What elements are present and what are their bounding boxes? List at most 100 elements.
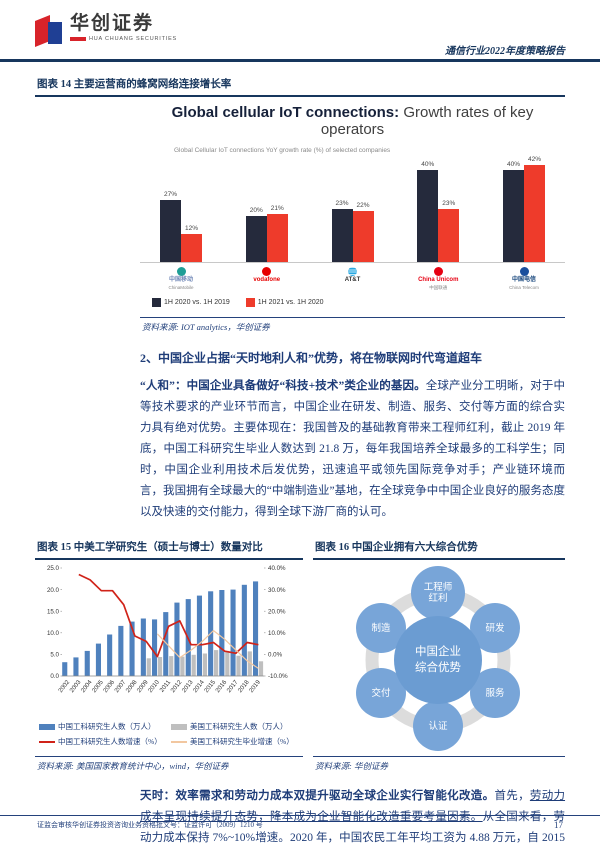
operator-logo: China Unicom 中国联通 [403,267,473,290]
footer-divider [0,815,600,816]
legend-swatch [39,740,55,743]
page-header: 华创证券 HUA CHUANG SECURITIES 通信行业2022年度策略报… [0,0,600,62]
iot-bar-value-label: 40% [506,161,520,168]
iot-bar [331,209,353,262]
operator-logo: 中国电信 China Telecom [489,267,559,290]
china-mobile-logo-icon [176,267,186,276]
paragraph-tianshi: 天时：效率需求和劳动力成本双提升驱动全球企业实行智能化改造。首先，劳动力成本呈现… [140,790,566,844]
iot-bar-group: 20% 21% [232,156,302,262]
advantage-node-engineer-dividend: 工程师红利 [411,566,465,620]
section-2-paragraph: “人和”：中国企业具备做好“科技+技术”类企业的基因。全球产业分工明晰，对于中等… [140,380,566,518]
hua-chuang-logo: 华创证券 HUA CHUANG SECURITIES [34,13,177,49]
section-2: 2、中国企业占据“天时地利人和”优势，将在物联网时代弯道超车 “人和”：中国企业… [140,349,565,523]
svg-text:20.0%: 20.0% [268,608,286,615]
iot-bar [524,165,545,262]
logo-en-text: HUA CHUANG SECURITIES [89,36,178,42]
grad-chart-svg: 0.0 5.0 10.0 15.0 20.0 25.0 -10.0% 0.0% 10.0% 20.… [47,565,288,694]
legend-swatch [171,740,187,743]
logo-cn-text: 华创证券 [70,13,155,34]
figure-15: 图表 15 中美工学研究生（硕士与博士）数量对比 0.0 5.0 10.0 15.0 2… [35,537,303,772]
iot-bar [245,216,267,262]
operator-sublabel: China Telecom [509,285,539,290]
figure-16-title: 图表 16 中国企业拥有六大综合优势 [313,537,565,560]
iot-bar-value-label: 40% [421,161,435,168]
svg-text:10.0%: 10.0% [268,630,286,637]
svg-text:20.0: 20.0 [47,587,60,594]
iot-plot-area: 27% 12% 20% 21% 23% 22% 40% 23% 40% 42% [140,156,565,263]
section-2-heading: 2、中国企业占据“天时地利人和”优势，将在物联网时代弯道超车 [140,351,483,365]
iot-chart-subtitle: Global Cellular IoT connections YoY grow… [174,147,391,154]
operator-sublabel: 中国联通 [429,285,448,290]
iot-bar-value-label: 42% [527,156,541,164]
iot-bar [266,213,288,262]
iot-bar-value-label: 21% [270,204,284,212]
legend-swatch [171,723,187,730]
iot-bar-value-label: 23% [335,200,349,208]
legend-swatch [152,298,161,307]
figure-14-source: 资料来源: IOT analytics，华创证券 [142,322,270,332]
legend-item: 1H 2020 vs. 1H 2019 [152,298,230,307]
grad-students-chart: 0.0 5.0 10.0 15.0 20.0 25.0 -10.0% 0.0% 10.0% 20.… [35,560,303,719]
operator-label: vodafone [253,277,281,283]
operator-label: 中国电信 [511,277,536,283]
iot-bar-group: 27% 12% [146,156,216,262]
svg-text:-10.0%: -10.0% [268,673,288,680]
iot-bar [503,170,524,262]
iot-bar [181,234,202,262]
iot-logos-row: 中国移动 ChinaMobile vodafone AT&T China Unicom 中… [140,267,565,290]
china-unicom-logo-icon [433,267,443,276]
figure-16-source: 资料来源: 华创证券 [315,761,388,771]
operator-label: AT&T [344,277,361,283]
iot-bar [417,170,439,262]
iot-bar-group: 23% 22% [318,156,388,262]
figure-16-source-rule [313,756,565,757]
svg-text:0.0: 0.0 [50,673,59,680]
svg-text:0.0%: 0.0% [268,652,283,659]
iot-bar-value-label: 27% [163,190,177,198]
iot-bar-group: 40% 42% [489,156,559,262]
iot-bar [438,209,460,262]
iot-growth-chart: Global cellular IoT connections: Growth … [140,104,565,307]
legend-item: 美国工科研究生毕业增速（%） [171,736,303,747]
iot-bar [160,199,181,262]
legend-swatch [39,723,55,730]
operator-logo: vodafone [232,267,302,290]
svg-text:2010: 2010 [147,678,161,694]
header-divider [0,59,600,62]
figure-16: 图表 16 中国企业拥有六大综合优势 工程师红利 研发 服务 认证 交付 制造 … [313,537,565,772]
figure-15-title: 图表 15 中美工学研究生（硕士与博士）数量对比 [35,537,303,560]
svg-text:2019: 2019 [248,678,262,694]
svg-text:25.0: 25.0 [47,565,60,572]
advantage-center-node: 中国企业综合优势 [394,616,482,704]
figure-15-source: 资料来源: 美国国家教育统计中心，wind，华创证券 [37,761,229,771]
iot-legend: 1H 2020 vs. 1H 2019 1H 2021 vs. 1H 2020 [152,298,565,307]
legend-item: 美国工科研究生人数（万人） [171,721,303,732]
iot-bar-value-label: 22% [356,202,370,210]
operator-label: 中国移动 [168,277,193,283]
att-logo-icon [348,267,357,276]
iot-bar-value-label: 23% [442,200,456,208]
operator-logo: 中国移动 ChinaMobile [146,267,216,290]
figure-14-source-rule [140,317,565,318]
legend-swatch [245,298,255,307]
china-telecom-logo-icon [519,267,529,276]
svg-text:10.0: 10.0 [47,630,60,637]
advantage-node-certification: 认证 [413,701,463,751]
page-number: 17 [554,820,563,830]
legend-item: 1H 2021 vs. 1H 2020 [245,298,324,307]
figure-14: 图表 14 主要运营商的蜂窝网络连接增长率 Global cellular Io… [35,74,565,333]
operator-label: China Unicom [418,277,459,283]
legend-item: 中国工科研究生人数增速（%） [39,736,171,747]
svg-text:40.0%: 40.0% [268,565,286,572]
svg-text:30.0%: 30.0% [268,587,286,594]
iot-bar-group: 40% 23% [403,156,473,262]
legend-item: 中国工科研究生人数（万人） [39,721,171,732]
advantages-diagram: 工程师红利 研发 服务 认证 交付 制造 中国企业综合优势 [313,564,563,756]
iot-chart-title: Global cellular IoT connections: Growth … [171,104,534,138]
vodafone-logo-icon [262,267,272,276]
figures-row: 图表 15 中美工学研究生（硕士与博士）数量对比 0.0 5.0 10.0 15.0 2… [35,537,565,772]
svg-text:5.0: 5.0 [50,652,59,659]
iot-bar-value-label: 12% [184,225,198,233]
footer-disclaimer: 证监会审核华创证券投资咨询业务资格批文号：证监许可（2009）1210 号 [37,821,263,829]
